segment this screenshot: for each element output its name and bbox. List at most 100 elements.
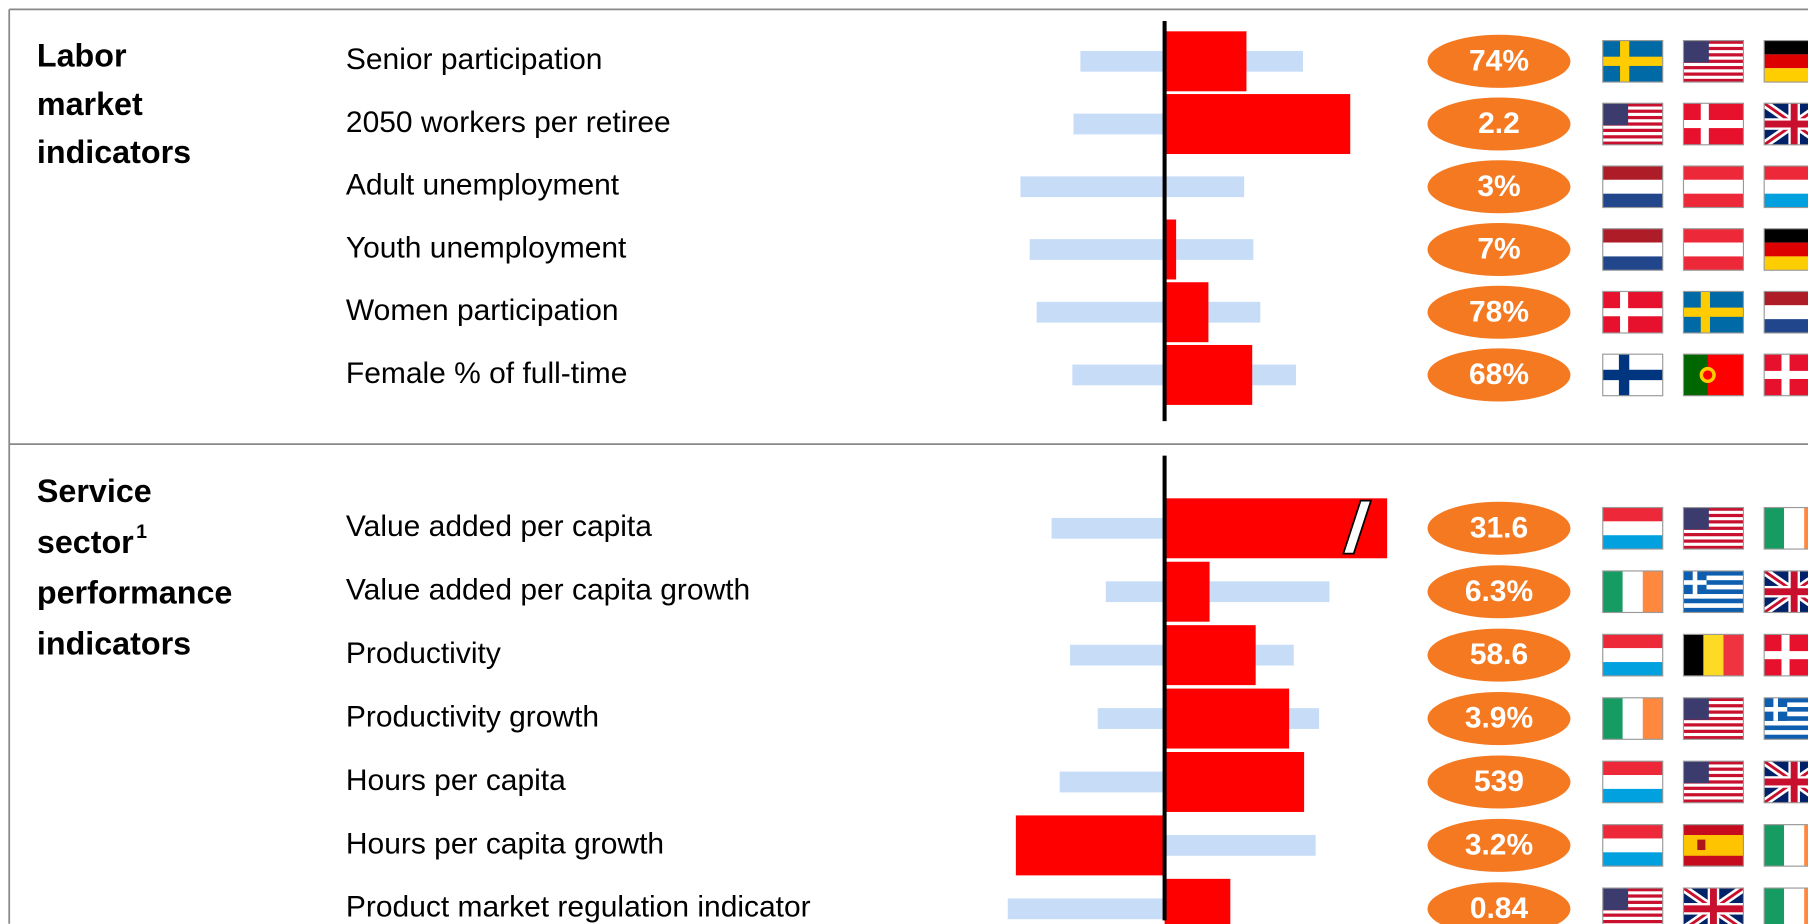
range-bar [1020, 176, 1245, 198]
flag [1764, 761, 1808, 803]
value-label: 6.3% [1465, 575, 1533, 608]
value-badge [1427, 348, 1571, 402]
footnote-marker: 1 [136, 521, 147, 543]
flag [1602, 634, 1663, 676]
flag [1683, 570, 1744, 613]
flag [1602, 761, 1663, 803]
section-title: indicators [37, 134, 191, 170]
value-badge [1427, 565, 1571, 619]
flag [1683, 103, 1744, 145]
row-label: Productivity growth [346, 700, 599, 733]
value-badge [1427, 755, 1571, 809]
value-bar [1164, 688, 1290, 749]
section-title: performance [37, 575, 232, 611]
value-badge [1427, 285, 1571, 339]
row-label: 2050 workers per retiree [346, 106, 671, 139]
flag-border [1602, 887, 1664, 924]
flag-border [1602, 290, 1664, 334]
flag [1683, 634, 1744, 676]
flag-border [1763, 228, 1808, 271]
flag-border [1763, 697, 1808, 740]
flag-border [1682, 506, 1745, 550]
section-title: indicators [37, 625, 191, 661]
value-label: 68% [1469, 358, 1529, 391]
flag-border [1763, 887, 1808, 924]
value-bar [1164, 751, 1305, 812]
flag-border [1763, 165, 1808, 209]
flag-border [1763, 290, 1808, 334]
range-bar [1105, 581, 1330, 603]
flag-border [1682, 353, 1745, 397]
flag [1683, 888, 1743, 924]
value-bar [1015, 815, 1165, 876]
flag [1683, 228, 1744, 271]
row-label: Female % of full-time [346, 357, 627, 390]
flag [1683, 761, 1744, 803]
flag-border [1763, 39, 1808, 83]
value-label: 78% [1469, 295, 1529, 328]
value-label: 31.6 [1470, 511, 1528, 544]
section-title: Labor [37, 37, 127, 73]
value-bar [1164, 878, 1231, 924]
flag-border [1602, 102, 1664, 146]
value-badge [1427, 501, 1571, 555]
flag-border [1682, 760, 1745, 804]
flag [1764, 228, 1808, 271]
flag-border [1602, 506, 1664, 550]
value-bar [1164, 282, 1209, 343]
row-label: Value added per capita growth [346, 574, 750, 607]
flag [1683, 40, 1744, 83]
flag-border [1763, 633, 1808, 677]
value-badge [1427, 222, 1571, 277]
row-label: Adult unemployment [346, 169, 620, 202]
flag-border [1682, 165, 1745, 209]
flag-border [1682, 633, 1745, 677]
flag-border [1682, 824, 1745, 867]
flag-border [1602, 39, 1664, 83]
row-label: Product market regulation indicator [346, 891, 811, 924]
flag [1602, 507, 1663, 550]
value-bar [1164, 561, 1210, 622]
row-label: Hours per capita growth [346, 827, 664, 860]
flag [1764, 103, 1808, 145]
bars [1007, 31, 1388, 924]
flag-border [1602, 353, 1664, 397]
flag [1764, 291, 1808, 333]
flag-border [1602, 228, 1664, 271]
flag-border [1602, 165, 1664, 209]
flag-border [1763, 353, 1808, 397]
flag-border [1602, 697, 1664, 740]
section-title: sector [37, 524, 134, 560]
value-badge [1427, 160, 1571, 214]
value-badge [1427, 628, 1571, 682]
value-bar [1164, 344, 1253, 405]
flag [1602, 166, 1663, 208]
row-label: Women participation [346, 294, 619, 327]
flag [1602, 354, 1663, 396]
flag-border [1763, 570, 1808, 614]
flag [1683, 166, 1744, 208]
value-bar [1164, 94, 1351, 155]
flag [1764, 634, 1808, 676]
value-badge [1427, 818, 1571, 872]
flag [1683, 697, 1744, 740]
value-bar [1164, 219, 1177, 280]
value-label: 3% [1477, 170, 1520, 203]
value-badge [1427, 882, 1571, 924]
row-label: Value added per capita [346, 510, 652, 543]
flag-border [1682, 887, 1745, 924]
value-badge [1427, 34, 1571, 88]
flag [1602, 40, 1663, 83]
flag-border [1602, 824, 1664, 867]
flag [1764, 166, 1808, 208]
flag [1602, 103, 1663, 145]
flag-border [1682, 697, 1745, 740]
flag-border [1682, 39, 1745, 83]
value-bar [1164, 31, 1247, 92]
row-label: Hours per capita [346, 764, 566, 797]
value-label: 539 [1474, 765, 1524, 798]
row-label: Youth unemployment [346, 231, 627, 264]
flag-border [1602, 633, 1664, 677]
